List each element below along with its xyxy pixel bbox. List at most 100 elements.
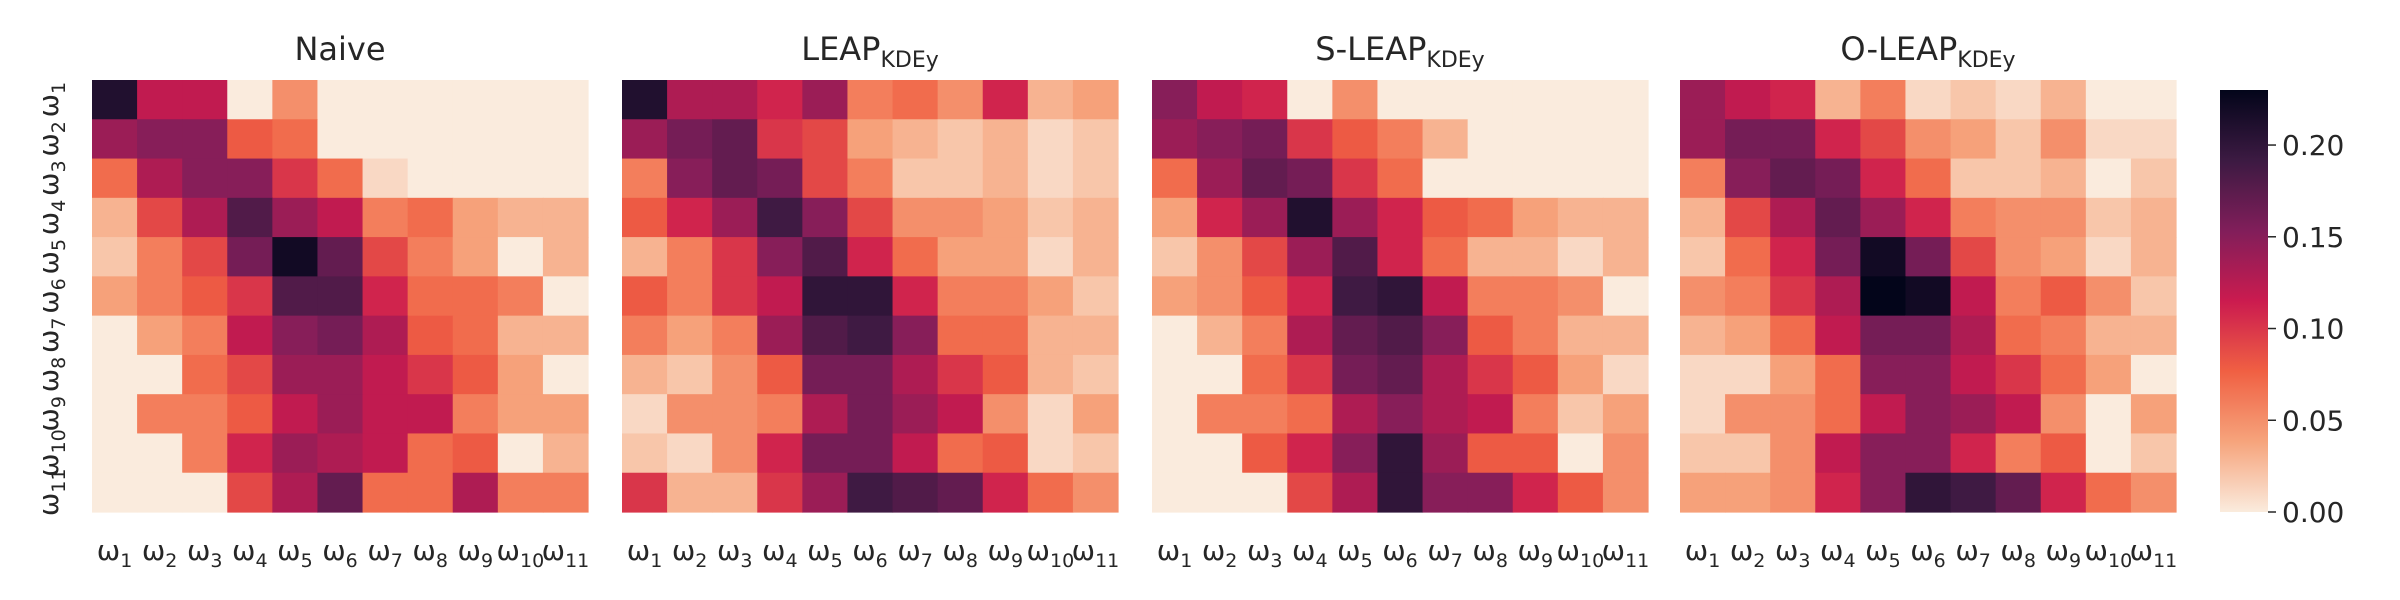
heatmap-cell [1332, 315, 1379, 356]
heatmap-cell [92, 394, 138, 435]
tick-label: ω11 [32, 469, 70, 517]
tick-label: ω1 [97, 534, 133, 572]
tick-label-text: ω2 [32, 121, 70, 157]
heatmap-cell [1072, 276, 1119, 317]
heatmap-cell [1152, 119, 1198, 160]
heatmap-cell [1027, 394, 1074, 435]
heatmap-cell [712, 80, 758, 120]
heatmap-cell [182, 237, 228, 277]
heatmap-cell [1072, 119, 1119, 160]
tick-label-text: ω7 [1955, 534, 1991, 572]
heatmap-cell [847, 472, 894, 513]
heatmap-cell [892, 472, 939, 513]
heatmap-cell [497, 276, 544, 317]
heatmap-cell [1725, 119, 1771, 160]
heatmap-cell [497, 433, 544, 474]
heatmap-cell [92, 472, 138, 513]
heatmap-cell [1602, 80, 1649, 120]
tick-label-text: ω9 [2045, 534, 2081, 572]
heatmap-cell [182, 80, 228, 120]
heatmap-cell [2130, 315, 2177, 356]
heatmap-cell [1815, 80, 1861, 120]
heatmap-cell [712, 276, 758, 317]
tick-label: ω8 [32, 357, 70, 393]
heatmap-cell [757, 394, 803, 435]
heatmap-cell [1995, 315, 2042, 356]
tick-label-text: ω7 [32, 317, 70, 353]
heatmap-cell [892, 394, 939, 435]
heatmap-cell [452, 394, 499, 435]
heatmap-cell [317, 354, 364, 395]
heatmap-cell [982, 433, 1029, 474]
heatmap-cell [1422, 80, 1469, 120]
heatmap-cell [1242, 472, 1288, 513]
heatmap-cell [712, 158, 758, 199]
heatmap-cell [982, 158, 1029, 199]
heatmap-cell [1512, 119, 1559, 160]
heatmap-cell [1512, 315, 1559, 356]
heatmap-cell [1512, 472, 1559, 513]
heatmap-cell [317, 197, 364, 238]
heatmap-cell [1995, 158, 2042, 199]
heatmap-cell [227, 158, 273, 199]
panel-title: Naive [294, 30, 385, 68]
heatmap-cell [1467, 276, 1514, 317]
heatmap-cell [1860, 433, 1907, 474]
heatmap-cell [407, 394, 454, 435]
heatmap-cell [362, 394, 409, 435]
heatmap-cell [1770, 158, 1816, 199]
heatmap-cell [1815, 472, 1861, 513]
heatmap-cell [362, 158, 409, 199]
heatmap-cell [1287, 119, 1333, 160]
heatmap-cell [542, 315, 589, 356]
tick-label-text: ω6 [32, 278, 70, 314]
tick-label-text: ω4 [762, 534, 798, 572]
heatmap-cell [2130, 394, 2177, 435]
heatmap-cell [1422, 433, 1469, 474]
heatmap-cell [1072, 354, 1119, 395]
heatmap-cell [1860, 276, 1907, 317]
heatmap-cell [542, 276, 589, 317]
heatmap-cell [712, 315, 758, 356]
heatmap-cell [1815, 315, 1861, 356]
tick-label: ω1 [1157, 534, 1193, 572]
tick-label: ω4 [32, 200, 70, 236]
heatmap-cell [1512, 394, 1559, 435]
heatmap-cell [452, 276, 499, 317]
heatmap-cell [1512, 354, 1559, 395]
heatmap-cell [1152, 158, 1198, 199]
heatmap-cell [1242, 433, 1288, 474]
heatmap-cell [2040, 276, 2087, 317]
heatmap-cell [137, 119, 183, 160]
heatmap-cell [272, 80, 319, 120]
tick-label: ω11 [1602, 534, 1650, 572]
heatmap-cell [497, 158, 544, 199]
panel-title: LEAPKDEy [801, 30, 939, 73]
tick-label: ω9 [2045, 534, 2081, 572]
heatmap-cell [407, 354, 454, 395]
heatmap-cell [1815, 433, 1861, 474]
heatmap-cell [892, 315, 939, 356]
tick-label-text: ω10 [2085, 534, 2133, 572]
heatmap-cell [667, 276, 713, 317]
heatmap-cell [1152, 276, 1198, 317]
heatmap-cell [1287, 237, 1333, 277]
heatmap-cell [137, 80, 183, 120]
heatmap-cell [712, 354, 758, 395]
heatmap-cell [1950, 354, 1997, 395]
heatmap-cell [1725, 197, 1771, 238]
heatmap-cell [892, 354, 939, 395]
heatmap-cell [1332, 354, 1379, 395]
heatmap-cell [622, 158, 668, 199]
heatmap-cell [182, 354, 228, 395]
heatmap-cell [1770, 276, 1816, 317]
heatmap-cell [407, 315, 454, 356]
heatmap-cell [1422, 394, 1469, 435]
heatmap-cell [1512, 237, 1559, 277]
tick-label: ω9 [32, 396, 70, 432]
heatmap-cell [1815, 394, 1861, 435]
heatmap-cell [1377, 394, 1424, 435]
heatmap-cell [1815, 119, 1861, 160]
heatmap-cell [1027, 237, 1074, 277]
heatmap-cell [1557, 354, 1604, 395]
